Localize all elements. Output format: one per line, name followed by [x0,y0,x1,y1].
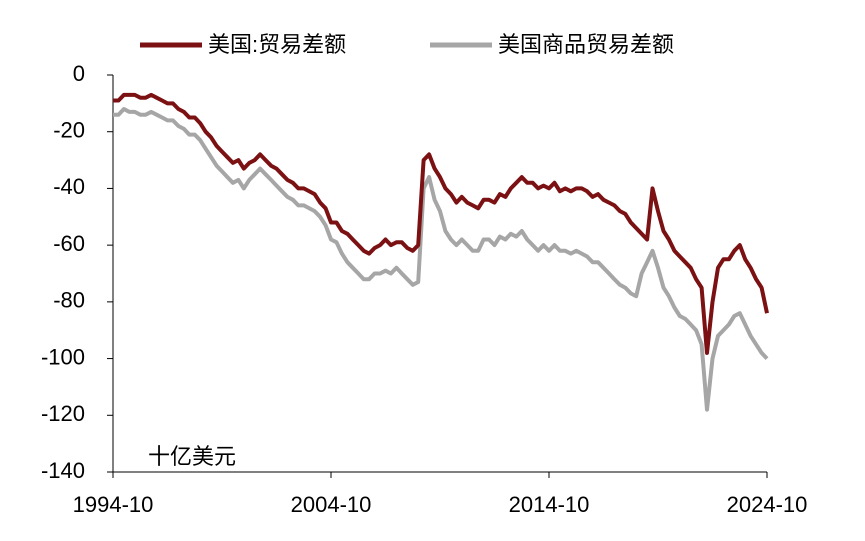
y-tick-label: -100 [41,344,85,369]
x-tick-label: 2024-10 [727,492,808,517]
series-line [113,92,769,355]
y-tick-label: -20 [53,118,85,143]
y-tick-label: -40 [53,174,85,199]
y-tick-label: -60 [53,231,85,256]
legend-label: 美国:贸易差额 [208,32,346,57]
legend-label: 美国商品贸易差额 [498,32,674,57]
unit-label: 十亿美元 [148,444,236,469]
x-tick-label: 2004-10 [291,492,372,517]
x-tick-label: 2014-10 [509,492,590,517]
y-tick-label: -140 [41,458,85,483]
y-tick-label: -80 [53,288,85,313]
y-tick-label: -120 [41,401,85,426]
y-tick-label: 0 [73,61,85,86]
series-line [113,107,769,412]
x-tick-label: 1994-10 [73,492,154,517]
